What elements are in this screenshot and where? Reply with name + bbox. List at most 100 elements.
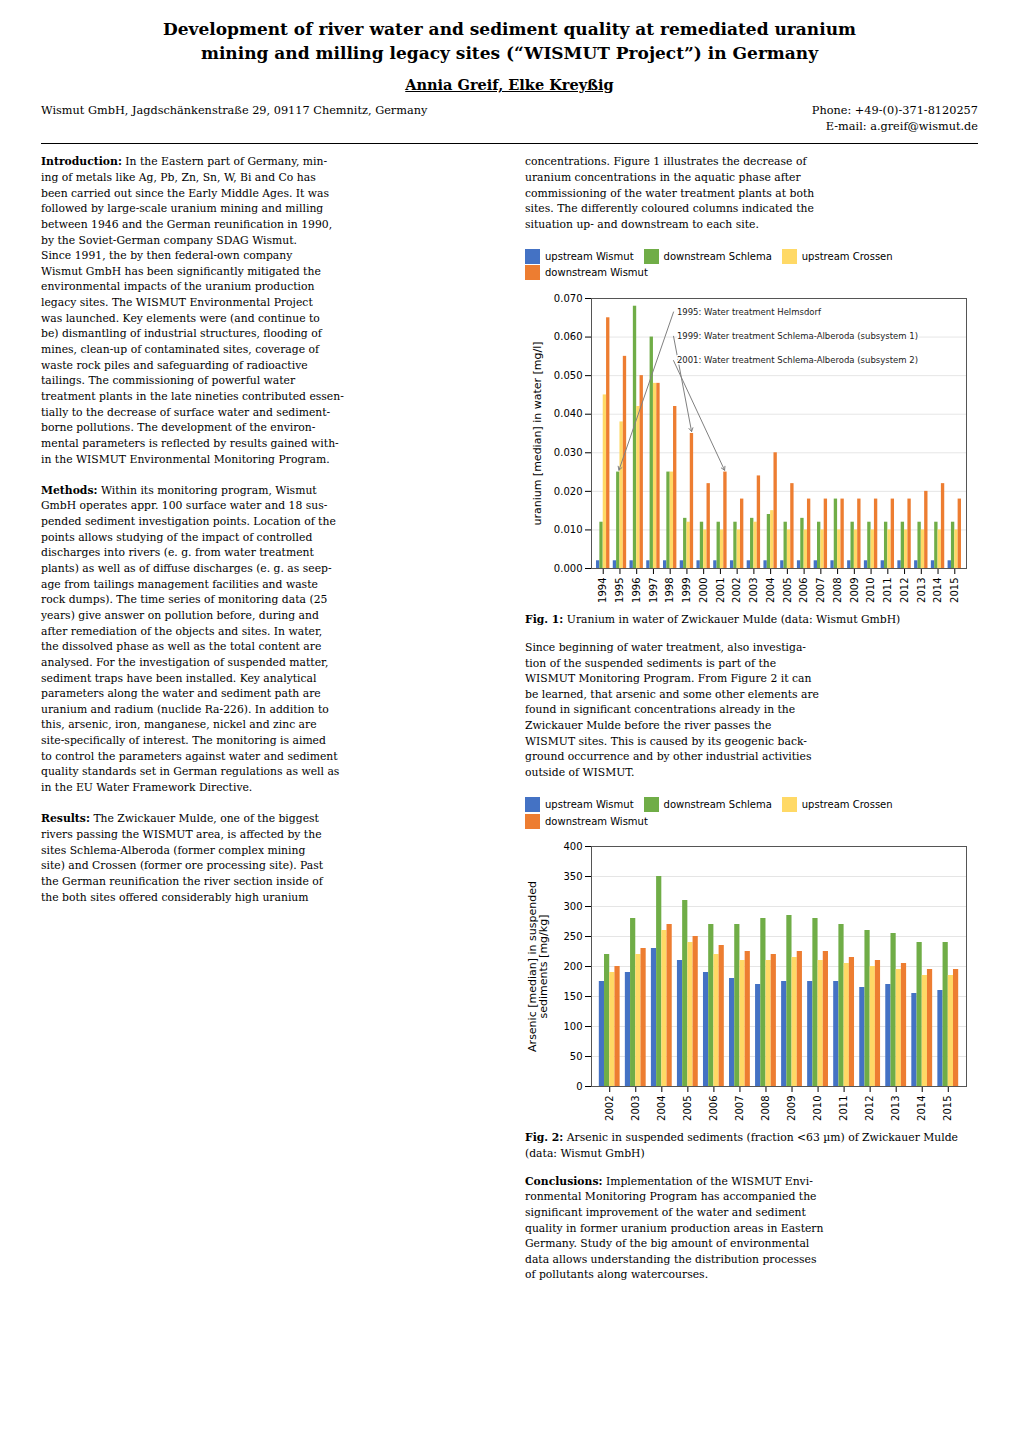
html-text:between 1946 and the German re: between 1946 and the German reunificatio… — [41, 217, 333, 231]
svg-text:150: 150 — [563, 991, 582, 1002]
svg-text:2003: 2003 — [630, 1096, 641, 1121]
svg-text:0.040: 0.040 — [554, 409, 583, 420]
html-text:this, arsenic, iron, manganese: this, arsenic, iron, manganese, nickel a… — [41, 718, 317, 732]
svg-text:2004: 2004 — [765, 578, 776, 603]
svg-text:2012: 2012 — [899, 578, 910, 603]
html-text:Wismut GmbH has been significa: Wismut GmbH has been significantly mitig… — [41, 264, 321, 278]
html-text:Methods: Within its monitoring: Methods: Within its monitoring program, … — [41, 483, 317, 497]
html-text:tially to the decrease of surf: tially to the decrease of surface water … — [41, 405, 331, 419]
html-text:Phone: +49-(0)-371-8120257: Phone: +49-(0)-371-8120257 — [811, 103, 978, 117]
svg-text:1995: Water treatment Helmsdor: 1995: Water treatment Helmsdorf — [677, 307, 822, 317]
html-text:to control the parameters agai: to control the parameters against water … — [41, 749, 338, 763]
html-text:sediment traps have been insta: sediment traps have been installed. Key … — [41, 671, 317, 685]
html-text:discharges into rivers (e. g.: discharges into rivers (e. g. from water… — [41, 546, 314, 560]
svg-text:2006: 2006 — [708, 1096, 719, 1121]
svg-text:2012: 2012 — [864, 1096, 875, 1121]
html-text:been carried out since the Ear: been carried out since the Early Middle … — [41, 186, 330, 200]
svg-text:2006: 2006 — [798, 578, 809, 603]
html-text:Wismut GmbH, Jagdschänkenstraß: Wismut GmbH, Jagdschänkenstraße 29, 0911… — [41, 103, 428, 117]
html-text:points allows studying of the: points allows studying of the impact of … — [41, 530, 313, 544]
svg-text:2001: Water treatment Schlema-: 2001: Water treatment Schlema-Alberoda (… — [677, 356, 918, 366]
html-text:pended sediment investigation: pended sediment investigation points. Lo… — [41, 515, 336, 529]
html-text:followed by large-scale uraniu: followed by large-scale uranium mining a… — [41, 202, 324, 216]
svg-text:2007: 2007 — [815, 578, 826, 603]
html-text:rock dumps). The time series o: rock dumps). The time series of monitori… — [41, 593, 328, 607]
html-text:sites Schlema-Alberoda (former: sites Schlema-Alberoda (former complex m… — [41, 843, 306, 857]
svg-text:2010: 2010 — [865, 578, 876, 603]
html-text:Since 1991, the by then federa: Since 1991, the by then federal-own comp… — [41, 249, 293, 263]
svg-text:2004: 2004 — [656, 1096, 667, 1121]
svg-text:2015: 2015 — [942, 1096, 953, 1121]
svg-text:2011: 2011 — [882, 578, 893, 603]
html-text:after remediation of the objec: after remediation of the objects and sit… — [41, 624, 323, 638]
html-text:parameters along the water and: parameters along the water and sediment … — [41, 687, 321, 701]
svg-text:1998: 1998 — [664, 578, 675, 603]
svg-text:2005: 2005 — [782, 578, 793, 603]
html-text:analysed. For the investigatio: analysed. For the investigation of suspe… — [41, 655, 329, 669]
svg-text:1995: 1995 — [614, 578, 625, 603]
svg-text:2002: 2002 — [731, 578, 742, 603]
html-text:Introduction: In the Eastern p: Introduction: In the Eastern part of Ger… — [41, 155, 328, 169]
html-text:waste rock piles and safeguard: waste rock piles and safeguarding of rad… — [41, 358, 308, 372]
svg-text:0.020: 0.020 — [554, 486, 583, 497]
html-text:borne pollutions. The developm: borne pollutions. The development of the… — [41, 421, 316, 435]
html-text:by the Soviet-German company S: by the Soviet-German company SDAG Wismut… — [41, 233, 297, 247]
svg-text:uranium [median] in water [mg/: uranium [median] in water [mg/l] — [531, 342, 544, 526]
svg-text:2009: 2009 — [786, 1096, 797, 1121]
html-text:be) dismantling of industrial: be) dismantling of industrial structures… — [41, 327, 322, 341]
svg-text:0.050: 0.050 — [554, 370, 583, 381]
svg-text:350: 350 — [563, 871, 582, 882]
svg-text:0.060: 0.060 — [554, 332, 583, 343]
html-text:Results: The Zwickauer Mulde,: Results: The Zwickauer Mulde, one of the… — [41, 812, 319, 826]
svg-text:2003: 2003 — [748, 578, 759, 603]
html-text:uranium and radium (nuclide Ra: uranium and radium (nuclide Ra-226). In … — [41, 702, 329, 716]
html-text:GmbH operates appr. 100 surfac: GmbH operates appr. 100 surface water an… — [41, 499, 328, 513]
svg-text:2007: 2007 — [734, 1096, 745, 1121]
svg-text:2013: 2013 — [890, 1096, 901, 1121]
svg-text:250: 250 — [563, 931, 582, 942]
html-text:age from tailings management f: age from tailings management facilities … — [41, 577, 318, 591]
svg-text:1997: 1997 — [648, 578, 659, 603]
svg-text:2013: 2013 — [915, 578, 926, 603]
svg-text:200: 200 — [563, 961, 582, 972]
svg-text:2001: 2001 — [715, 578, 726, 603]
svg-text:2010: 2010 — [812, 1096, 823, 1121]
svg-text:2014: 2014 — [932, 578, 943, 603]
svg-text:Arsenic [median] in suspendeds: Arsenic [median] in suspendedsediments [… — [526, 881, 550, 1052]
svg-text:400: 400 — [563, 841, 582, 852]
html-text:tailings. The commissioning of: tailings. The commissioning of powerful … — [41, 374, 296, 388]
svg-text:2000: 2000 — [698, 578, 709, 603]
svg-text:1999: Water treatment Schlema-: 1999: Water treatment Schlema-Alberoda (… — [677, 331, 918, 341]
html-text:Development of river water and: Development of river water and sediment … — [163, 19, 856, 39]
svg-text:300: 300 — [563, 901, 582, 912]
svg-text:2011: 2011 — [838, 1096, 849, 1121]
html-text:legacy sites. The WISMUT Envir: legacy sites. The WISMUT Environmental P… — [41, 296, 313, 310]
html-text:mining and milling legacy site: mining and milling legacy sites (“WISMUT… — [200, 42, 819, 63]
svg-text:2002: 2002 — [604, 1096, 615, 1121]
svg-text:2005: 2005 — [682, 1096, 693, 1121]
svg-text:2008: 2008 — [760, 1096, 771, 1121]
html-text:was launched. Key elements wer: was launched. Key elements were (and con… — [41, 311, 320, 325]
svg-text:1994: 1994 — [597, 578, 608, 603]
svg-text:1996: 1996 — [631, 578, 642, 603]
html-text:the dissolved phase as well as: the dissolved phase as well as the total… — [41, 640, 322, 654]
html-text:site-specifically of interest.: site-specifically of interest. The monit… — [41, 734, 326, 748]
svg-text:0.000: 0.000 — [554, 563, 583, 574]
svg-text:1999: 1999 — [681, 578, 692, 603]
svg-text:2015: 2015 — [949, 578, 960, 603]
html-text:Fig. 2: Arsenic in suspended s: Fig. 2: Arsenic in suspended sediments (… — [525, 1131, 958, 1160]
svg-text:0.030: 0.030 — [554, 447, 583, 458]
svg-text:2008: 2008 — [832, 578, 843, 603]
html-text:quality standards set in Germa: quality standards set in German regulati… — [41, 765, 340, 779]
svg-text:0.070: 0.070 — [554, 293, 583, 304]
html-text:environmental impacts of the u: environmental impacts of the uranium pro… — [41, 280, 315, 294]
svg-text:0.010: 0.010 — [554, 524, 583, 535]
svg-text:2009: 2009 — [849, 578, 860, 603]
svg-text:50: 50 — [570, 1051, 583, 1062]
html-text:mental parameters is reflected: mental parameters is reflected by result… — [41, 436, 339, 450]
svg-text:0: 0 — [576, 1081, 582, 1092]
html-text:in the WISMUT Environmental Mo: in the WISMUT Environmental Monitoring P… — [41, 452, 330, 466]
svg-text:100: 100 — [563, 1021, 582, 1032]
svg-text:2014: 2014 — [916, 1096, 927, 1121]
html-text:Annia Greif, Elke Kreyßig: Annia Greif, Elke Kreyßig — [405, 75, 614, 93]
